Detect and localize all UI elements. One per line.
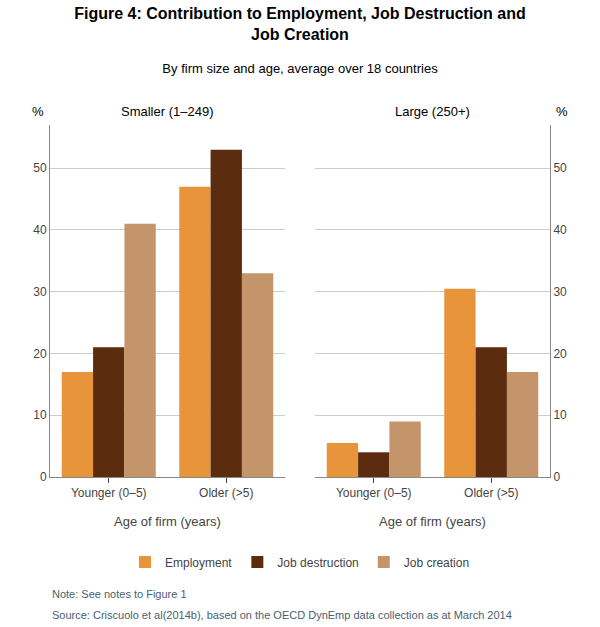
svg-text:Age of firm (years): Age of firm (years) [379,514,486,529]
svg-text:Age of firm (years): Age of firm (years) [114,514,221,529]
svg-text:Job destruction: Job destruction [277,556,358,570]
svg-text:Smaller (1–249): Smaller (1–249) [121,104,214,119]
svg-text:Employment: Employment [165,556,232,570]
svg-text:Large (250+): Large (250+) [395,104,470,119]
svg-text:Younger (0–5): Younger (0–5) [336,486,412,500]
svg-text:Older (>5): Older (>5) [199,486,253,500]
svg-text:50: 50 [33,161,47,175]
svg-text:50: 50 [553,161,567,175]
svg-text:10: 10 [33,408,47,422]
svg-text:30: 30 [33,285,47,299]
svg-text:Note: See notes to Figure 1: Note: See notes to Figure 1 [52,588,187,600]
svg-text:Source: Criscuolo et al(2014b): Source: Criscuolo et al(2014b), based on… [52,609,512,621]
svg-text:40: 40 [553,223,567,237]
svg-text:Younger (0–5): Younger (0–5) [71,486,147,500]
svg-text:20: 20 [553,347,567,361]
svg-text:Job creation: Job creation [404,556,469,570]
svg-text:30: 30 [553,285,567,299]
svg-text:Figure 4: Contribution to Empl: Figure 4: Contribution to Employment, Jo… [74,5,526,43]
svg-text:%: % [32,104,44,119]
svg-text:0: 0 [553,470,560,484]
svg-text:10: 10 [553,408,567,422]
svg-text:Older (>5): Older (>5) [464,486,518,500]
svg-text:%: % [556,104,568,119]
svg-text:By firm size and age, average: By firm size and age, average over 18 co… [162,61,438,76]
svg-text:20: 20 [33,347,47,361]
svg-text:40: 40 [33,223,47,237]
svg-text:0: 0 [40,470,47,484]
